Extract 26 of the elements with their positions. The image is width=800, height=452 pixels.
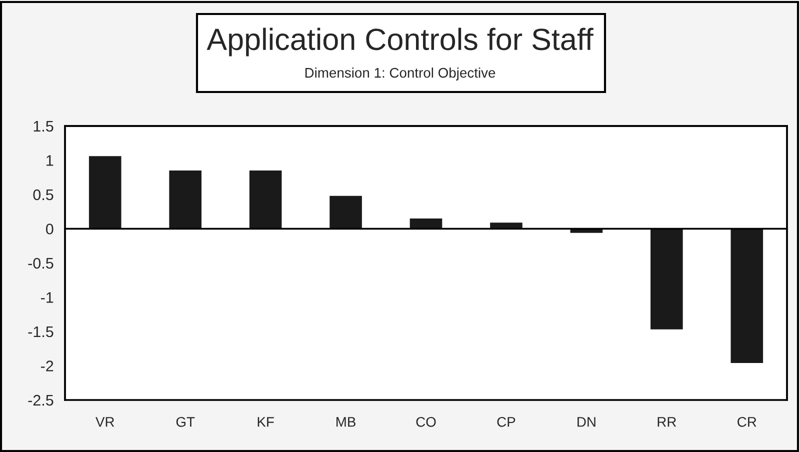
x-tick-label: MB	[336, 417, 356, 427]
y-tick-label: -0.5	[28, 258, 54, 269]
x-tick-label: DN	[578, 417, 596, 427]
bar	[88, 154, 123, 230]
chart-title: Application Controls for Staff	[206, 28, 594, 56]
bar	[168, 169, 203, 230]
x-tick-label: RR	[658, 417, 676, 427]
y-tick-label: -2	[40, 360, 54, 372]
y-tick-label: -1.5	[28, 326, 54, 338]
y-tick-label: 1.5	[34, 121, 54, 132]
y-tick-label: 0	[46, 224, 54, 234]
x-tick-label: CO	[416, 416, 436, 427]
chart-subtitle: Dimension 1: Control Objective	[305, 68, 496, 80]
x-tick-label: CP	[497, 416, 516, 427]
bar	[248, 169, 284, 230]
y-tick-label: -2.5	[28, 394, 54, 406]
y-tick-label: 0.5	[33, 189, 54, 200]
bar	[729, 228, 764, 364]
bar	[328, 194, 364, 230]
x-tick-label: KF	[258, 417, 274, 427]
x-tick-label: GT	[176, 416, 195, 427]
y-tick-label: 1	[46, 155, 54, 166]
x-tick-label: VR	[96, 417, 114, 427]
bar	[649, 228, 684, 331]
x-tick-label: CR	[738, 416, 756, 427]
y-tick-label: -1	[40, 292, 54, 303]
